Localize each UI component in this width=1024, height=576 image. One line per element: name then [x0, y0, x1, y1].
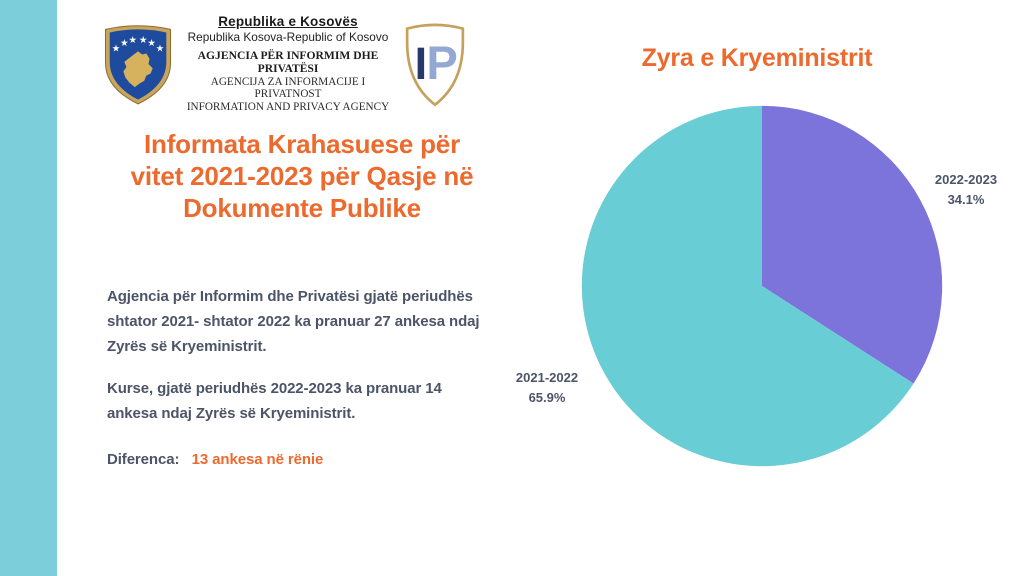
slide-title: Informata Krahasuese për vitet 2021-2023…: [92, 128, 512, 224]
svg-text:★: ★: [139, 35, 147, 46]
org-name-serbian-english: Republika Kosova-Republic of Kosovo: [187, 30, 389, 44]
pie-chart: [581, 105, 943, 467]
teal-accent-bar: [0, 0, 57, 576]
pie-label-2021-2022-category: 2021-2022: [515, 370, 579, 385]
pie-slice-2021-2022: [581, 105, 914, 467]
slide-title-line-1: Informata Krahasuese për: [144, 129, 460, 159]
svg-text:★: ★: [156, 43, 164, 54]
ip-logo-letter-p: P: [426, 36, 457, 89]
chart-title: Zyra e Kryeministrit: [641, 44, 873, 72]
pie-label-2021-2022: 2021-2022 65.9%: [487, 368, 607, 408]
ip-logo-letter-i: I: [415, 38, 428, 89]
difference-line: Diferenca: 13 ankesa në rënie: [107, 451, 323, 468]
agency-name-serbian: AGENCIJA ZA INFORMACIJE I PRIVATNOST: [210, 76, 366, 100]
agency-name-english: INFORMATION AND PRIVACY AGENCY: [186, 101, 390, 113]
svg-text:★: ★: [112, 43, 120, 54]
svg-text:★: ★: [129, 35, 137, 46]
agency-header-text: Republika e Kosovës Republika Kosova-Rep…: [182, 14, 394, 113]
body-text: Agjencia për Informim dhe Privatësi gjat…: [107, 284, 483, 443]
agency-name-albanian: AGJENCIA PËR INFORMIM DHE PRIVATËSI: [197, 49, 379, 75]
pie-label-2022-2023-category: 2022-2023: [934, 172, 998, 187]
difference-label: Diferenca:: [107, 451, 180, 468]
kosovo-coat-of-arms-icon: ★ ★ ★ ★ ★ ★: [104, 24, 172, 104]
pie-slice-2022-2023: [762, 105, 943, 384]
org-name-albanian: Republika e Kosovës: [218, 14, 358, 29]
pie-chart-area: [580, 104, 944, 468]
pie-label-2022-2023-percent: 34.1%: [947, 192, 985, 207]
agency-header: ★ ★ ★ ★ ★ ★ Republika e Kosovës Republik…: [100, 14, 470, 113]
body-paragraph-2: Kurse, gjatë periudhës 2022-2023 ka pran…: [107, 380, 442, 422]
svg-text:★: ★: [120, 38, 128, 49]
difference-value: 13 ankesa në rënie: [191, 451, 324, 468]
pie-label-2022-2023: 2022-2023 34.1%: [906, 170, 1024, 210]
pie-label-2021-2022-percent: 65.9%: [528, 390, 566, 405]
ip-logo-icon: P I: [405, 23, 465, 106]
slide-title-line-3: Dokumente Publike: [183, 193, 421, 223]
svg-text:★: ★: [147, 38, 155, 49]
body-paragraph-1: Agjencia për Informim dhe Privatësi gjat…: [107, 288, 480, 355]
slide-title-line-2: vitet 2021-2023 për Qasje në: [130, 161, 474, 191]
